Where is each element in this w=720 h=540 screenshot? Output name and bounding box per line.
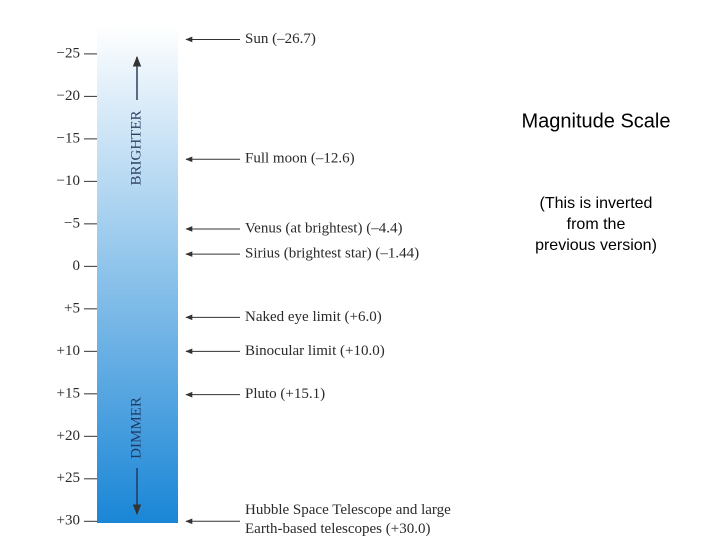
scale-bar <box>97 25 178 523</box>
annotation-label: Full moon (–12.6) <box>245 151 355 167</box>
y-tick-label: +10 <box>57 343 80 359</box>
annotation-label: Sirius (brightest star) (–1.44) <box>245 246 419 262</box>
annotation-label: Pluto (+15.1) <box>245 386 325 402</box>
y-tick-label: +15 <box>57 385 80 401</box>
annotation-label: Sun (–26.7) <box>245 31 316 47</box>
brighter-label: BRIGHTER <box>128 111 144 186</box>
y-tick-label: +20 <box>57 428 80 444</box>
y-tick-label: −25 <box>57 45 80 61</box>
title: Magnitude Scale <box>522 110 671 132</box>
note-line: previous version) <box>535 237 657 254</box>
note-line: (This is inverted <box>540 195 653 212</box>
annotation-label: Binocular limit (+10.0) <box>245 343 385 359</box>
note-line: from the <box>567 216 626 233</box>
annotation-label: Naked eye limit (+6.0) <box>245 309 382 325</box>
y-tick-label: +25 <box>57 470 80 486</box>
y-tick-label: −15 <box>57 130 80 146</box>
y-tick-label: 0 <box>73 258 81 274</box>
y-tick-label: −20 <box>57 88 80 104</box>
dimmer-label: DIMMER <box>128 397 144 459</box>
annotation-label: Venus (at brightest) (–4.4) <box>245 220 402 236</box>
y-tick-label: +30 <box>57 513 80 529</box>
y-tick-label: +5 <box>64 300 80 316</box>
annotation-label: Earth-based telescopes (+30.0) <box>245 521 430 537</box>
y-tick-label: −5 <box>64 215 80 231</box>
annotation-label: Hubble Space Telescope and large <box>245 502 451 518</box>
y-tick-label: −10 <box>57 173 80 189</box>
